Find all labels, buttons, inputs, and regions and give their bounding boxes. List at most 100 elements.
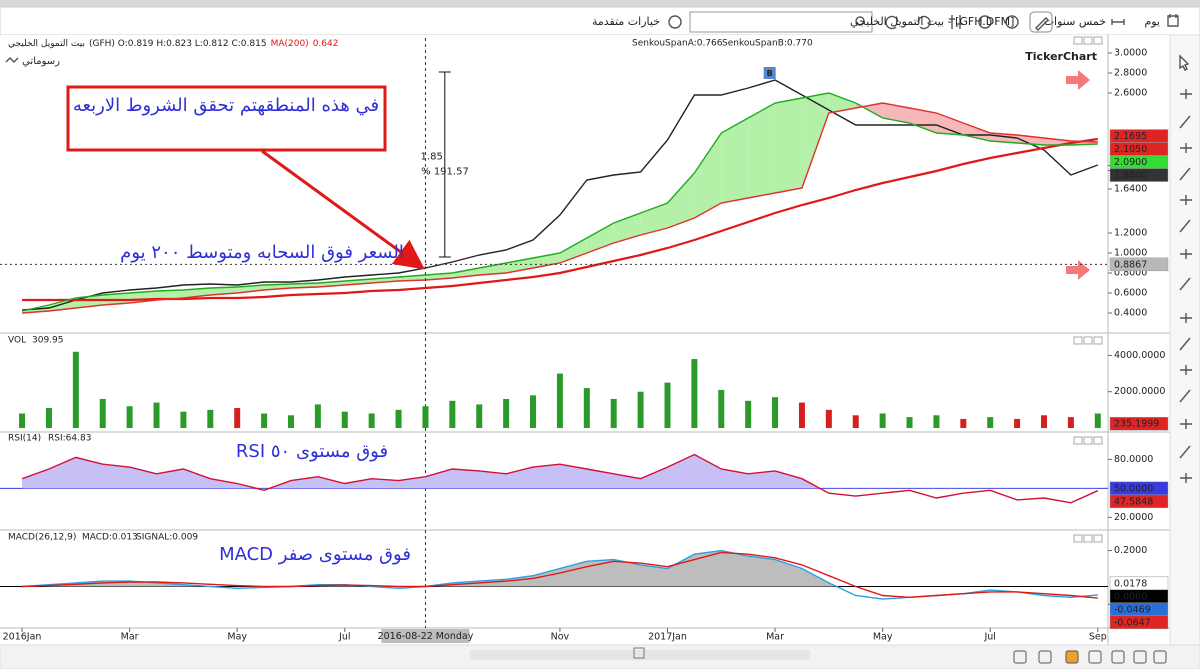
panel-button[interactable] bbox=[1093, 336, 1103, 345]
value-tag-label: 0.8867 bbox=[1114, 259, 1147, 270]
panel-button[interactable] bbox=[1093, 36, 1103, 45]
panel-button[interactable] bbox=[1093, 534, 1103, 543]
x-tick-label: May bbox=[873, 632, 893, 643]
tool-icon[interactable] bbox=[1179, 54, 1190, 71]
volume-bar bbox=[664, 382, 671, 428]
cloud-fill bbox=[667, 173, 695, 228]
tool-icon[interactable] bbox=[1179, 167, 1191, 181]
annotation: السعر فوق السحابه ومتوسط ٢٠٠ يوم bbox=[120, 242, 404, 263]
panel-button[interactable] bbox=[1073, 436, 1083, 445]
value-tag-label: -0.0647 bbox=[1114, 617, 1151, 628]
macd-title: MACD(26,12,9) bbox=[8, 533, 76, 543]
zoom-icon[interactable] bbox=[1065, 650, 1079, 664]
volume-bar bbox=[906, 417, 913, 428]
tool-icon[interactable] bbox=[1179, 115, 1191, 129]
volume-bar bbox=[341, 411, 348, 428]
toolbar bbox=[0, 6, 1200, 36]
y-tick-label: 0.2000 bbox=[1114, 545, 1147, 556]
panel-button[interactable] bbox=[1083, 36, 1093, 45]
undo-icon[interactable] bbox=[885, 15, 899, 30]
y-tick-label: 4000.0000 bbox=[1114, 350, 1165, 361]
zoom-icon[interactable] bbox=[1038, 650, 1052, 664]
tool-icon[interactable] bbox=[1180, 249, 1192, 259]
signal-marker[interactable] bbox=[763, 67, 776, 79]
symbol-search[interactable]: [GFH.DFM] - بيت التمويل الخليجي bbox=[689, 11, 1014, 33]
redo-icon[interactable] bbox=[917, 15, 931, 30]
zoom-icon[interactable] bbox=[1133, 650, 1147, 664]
tool-icon[interactable] bbox=[1180, 365, 1192, 375]
volume-bar bbox=[395, 409, 402, 428]
tool-icon[interactable] bbox=[1180, 89, 1192, 99]
x-tick-label: Mar bbox=[766, 632, 784, 643]
price-title: بيت التمويل الخليجي bbox=[8, 39, 85, 49]
zoom-icon[interactable] bbox=[1088, 650, 1102, 664]
period: يوم bbox=[1144, 15, 1160, 28]
tool-icon[interactable] bbox=[1179, 337, 1191, 351]
legend-macd: MACD:0.013 bbox=[82, 533, 138, 543]
value-tag bbox=[1109, 615, 1169, 630]
tool-icon[interactable] bbox=[1180, 313, 1192, 323]
scrollbar[interactable] bbox=[470, 650, 810, 660]
zoom-icon[interactable] bbox=[1153, 650, 1167, 664]
volume-bar bbox=[1040, 415, 1047, 428]
measure-percent: % 191.57 bbox=[421, 167, 469, 178]
zoom-icon[interactable] bbox=[1111, 650, 1125, 664]
tool-icon[interactable] bbox=[1179, 277, 1191, 291]
advanced-options[interactable]: خيارات متقدمة bbox=[592, 15, 660, 28]
panel-button[interactable] bbox=[1073, 336, 1083, 345]
range: خمس سنوات bbox=[1044, 15, 1106, 28]
tool-icon[interactable] bbox=[1180, 419, 1192, 429]
cloud-fill bbox=[264, 284, 291, 290]
y-tick-label: 1.0000 bbox=[1114, 248, 1147, 259]
value-tag-label: 2.1050 bbox=[1114, 144, 1147, 155]
panel-button[interactable] bbox=[1083, 534, 1093, 543]
volume-bar bbox=[234, 408, 241, 428]
cloud-fill bbox=[801, 93, 829, 188]
cloud-fill bbox=[748, 103, 776, 198]
value-tag-label: -0.0469 bbox=[1114, 604, 1151, 615]
tool-icon[interactable] bbox=[1179, 219, 1191, 233]
x-tick-label: Mar bbox=[121, 632, 139, 643]
panel-button[interactable] bbox=[1073, 534, 1083, 543]
a-icon[interactable] bbox=[978, 15, 992, 29]
drawings-label[interactable]: رسوماتي bbox=[22, 56, 60, 67]
tool-icon[interactable] bbox=[1180, 195, 1192, 205]
cloud-fill bbox=[533, 253, 560, 268]
candle-icon[interactable] bbox=[949, 15, 963, 29]
range-button[interactable]: خمس سنوات bbox=[1044, 15, 1125, 28]
y-tick-label: 20.0000 bbox=[1114, 512, 1153, 523]
volume-bar bbox=[745, 400, 752, 428]
title-strip bbox=[0, 0, 1200, 7]
arrow-icon bbox=[1066, 70, 1090, 90]
volume-bar bbox=[987, 417, 994, 428]
draw-button[interactable] bbox=[1029, 11, 1053, 33]
panel-button[interactable] bbox=[1083, 436, 1093, 445]
y-tick-label: 1.2000 bbox=[1114, 228, 1147, 239]
tool-icon[interactable] bbox=[1179, 445, 1191, 459]
sidebar bbox=[1169, 34, 1200, 648]
cloud-fill bbox=[936, 113, 964, 135]
tool-icon[interactable] bbox=[1180, 143, 1192, 153]
cloud-fill bbox=[317, 281, 345, 287]
cloud-fill bbox=[721, 118, 749, 203]
value-tag-label: 0.0000 bbox=[1114, 591, 1147, 602]
volume-bar bbox=[126, 406, 133, 428]
period-button[interactable]: يوم bbox=[1144, 14, 1179, 28]
scroll-grip[interactable] bbox=[633, 647, 645, 659]
annotation-arrow bbox=[261, 149, 425, 270]
y-tick-label: 1.6400 bbox=[1114, 184, 1147, 195]
gauge-icon[interactable] bbox=[1005, 15, 1019, 29]
plots: 3.00002.80002.60001.87501.82501.64001.20… bbox=[0, 36, 1169, 643]
tool-icon[interactable] bbox=[1180, 473, 1192, 483]
volume-bar bbox=[960, 418, 967, 428]
panel-button[interactable] bbox=[1073, 36, 1083, 45]
series-line bbox=[22, 137, 1098, 302]
value-tag bbox=[1109, 589, 1169, 604]
tool-icon[interactable] bbox=[1179, 389, 1191, 403]
panel-button[interactable] bbox=[1083, 336, 1093, 345]
panel-button[interactable] bbox=[1093, 436, 1103, 445]
volume-bar bbox=[261, 413, 268, 428]
settings-icon[interactable] bbox=[668, 15, 682, 29]
symbol: [GFH.DFM] - بيت التمويل الخليجي bbox=[850, 15, 1014, 28]
zoom-icon[interactable] bbox=[1013, 650, 1027, 664]
